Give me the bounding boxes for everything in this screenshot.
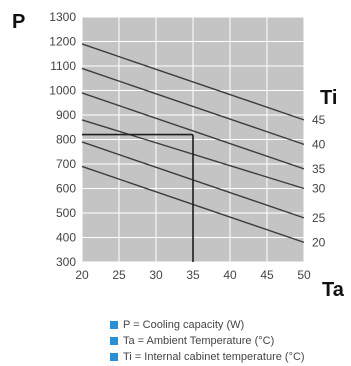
series-line-ti-35 — [81, 92, 305, 170]
y-tick-label: 800 — [56, 133, 76, 147]
x-tick-label: 35 — [186, 268, 200, 282]
ti-label-20: 20 — [312, 235, 326, 249]
x-tick-label: 45 — [260, 268, 274, 282]
x-tick-label: 30 — [149, 268, 163, 282]
y-tick-label: 500 — [56, 206, 76, 220]
y-tick-label: 1200 — [49, 35, 76, 49]
legend: P = Cooling capacity (W) Ta = Ambient Te… — [110, 317, 305, 365]
ti-label-30: 30 — [312, 182, 326, 196]
x-tick-label: 25 — [112, 268, 126, 282]
x-tick-label: 50 — [297, 268, 311, 282]
x-tick-labels: 20 25 30 35 40 45 50 — [75, 268, 311, 282]
guide-lines — [82, 133, 194, 262]
ti-label-35: 35 — [312, 162, 326, 176]
chart: 20 25 30 35 40 45 50 300 400 500 600 700 800 900 1000… — [12, 10, 345, 300]
y-axis-label: P — [12, 11, 25, 33]
y-tick-label: 600 — [56, 182, 76, 196]
y-tick-label: 900 — [56, 108, 76, 122]
ti-label-45: 45 — [312, 113, 326, 127]
legend-item-p: P = Cooling capacity (W) — [110, 317, 305, 333]
legend-item-ti: Ti = Internal cabinet temperature (°C) — [110, 349, 305, 365]
y-tick-label: 1100 — [50, 59, 76, 73]
legend-text: Ti = Internal cabinet temperature (°C) — [123, 351, 305, 363]
y-tick-label: 300 — [56, 255, 76, 269]
legend-text: P = Cooling capacity (W) — [123, 319, 245, 331]
y-tick-labels: 300 400 500 600 700 800 900 1000 1100 1200 1300 — [49, 10, 76, 269]
legend-text: Ta = Ambient Temperature (°C) — [123, 335, 275, 347]
legend-swatch — [110, 337, 118, 345]
ti-label-25: 25 — [312, 211, 326, 225]
x-axis-label: Ta — [322, 279, 345, 300]
legend-swatch — [110, 321, 118, 329]
legend-swatch — [110, 353, 118, 361]
x-tick-label: 40 — [223, 268, 237, 282]
y-tick-label: 700 — [56, 157, 76, 171]
series-line-ti-40 — [81, 67, 305, 146]
series-axis-label: Ti — [320, 87, 337, 109]
legend-item-ta: Ta = Ambient Temperature (°C) — [110, 333, 305, 349]
y-tick-label: 1300 — [49, 10, 76, 24]
ti-label-40: 40 — [312, 137, 326, 151]
y-tick-label: 400 — [56, 231, 76, 245]
y-tick-label: 1000 — [49, 84, 76, 98]
ti-labels: 45 40 35 30 25 20 — [312, 113, 326, 249]
series-line-ti-45 — [81, 43, 305, 121]
x-tick-label: 20 — [75, 268, 89, 282]
